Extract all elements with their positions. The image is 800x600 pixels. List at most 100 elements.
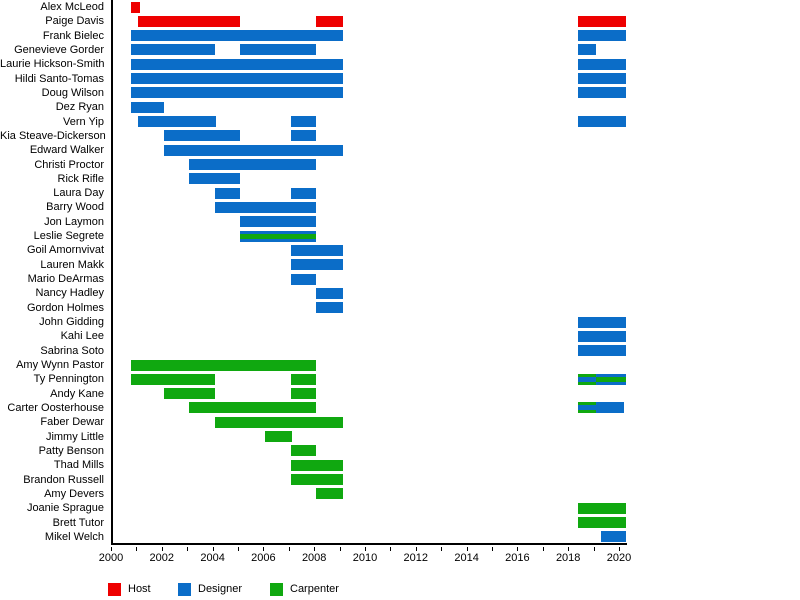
x-axis-tick-label: 2010 — [352, 552, 378, 564]
timeline-bar-stripe-designer — [577, 405, 596, 411]
person-label: Ty Pennington — [33, 373, 104, 386]
x-axis-tick — [441, 547, 443, 551]
timeline-bar-carpenter — [189, 402, 317, 414]
legend-swatch-designer — [178, 583, 191, 596]
timeline-bar-designer — [131, 101, 164, 113]
timeline-bar-designer — [577, 58, 627, 70]
person-label: Gordon Holmes — [26, 301, 104, 314]
person-label: Laura Day — [53, 187, 104, 200]
timeline-bar-carpenter — [163, 388, 215, 400]
x-axis-tick-label: 2020 — [606, 552, 632, 564]
x-axis-tick — [111, 547, 112, 551]
timeline-bar-carpenter — [290, 474, 343, 486]
person-label: Hildi Santo-Tomas — [14, 72, 104, 85]
person-label: Brett Tutor — [52, 516, 104, 529]
person-label: Jon Laymon — [44, 215, 104, 228]
person-label: Paige Davis — [45, 15, 104, 28]
x-axis-tick — [542, 547, 544, 551]
person-label: Andy Kane — [50, 387, 104, 400]
timeline-bar-designer — [163, 144, 343, 156]
person-label: Alex McLeod — [40, 1, 104, 13]
timeline-bar-designer — [290, 130, 317, 142]
x-axis-tick — [314, 547, 316, 551]
timeline-bar-stripe-designer — [577, 376, 596, 382]
timeline-bar-host — [316, 15, 343, 27]
person-label: Vern Yip — [63, 115, 104, 128]
legend-label: Carpenter — [290, 583, 339, 595]
timeline-bar-designer — [240, 230, 317, 242]
timeline-bar-designer — [131, 44, 215, 56]
x-axis-tick — [339, 547, 341, 551]
x-axis-tick — [263, 547, 265, 551]
person-label: Leslie Segrete — [33, 230, 104, 243]
x-axis-tick — [238, 547, 239, 551]
timeline-bar-carpenter — [131, 359, 317, 371]
person-label: Doug Wilson — [41, 86, 104, 99]
timeline-bar-designer — [189, 173, 240, 185]
person-label: Sabrina Soto — [40, 344, 104, 357]
x-axis-tick — [161, 547, 163, 551]
person-label: Jimmy Little — [45, 430, 104, 443]
legend-label: Host — [128, 583, 151, 595]
person-label: Kahi Lee — [60, 330, 104, 343]
person-label: Patty Benson — [38, 444, 104, 457]
timeline-bar-designer — [577, 87, 627, 99]
legend-swatch-carpenter — [270, 583, 283, 596]
person-label: Genevieve Gorder — [14, 43, 104, 56]
timeline-bar-designer — [290, 259, 343, 271]
timeline-bar-designer — [577, 44, 596, 56]
person-label: Faber Dewar — [40, 416, 104, 429]
person-label: Carter Oosterhouse — [7, 401, 104, 414]
timeline-bar-host — [131, 1, 140, 13]
x-axis-tick-label: 2004 — [200, 552, 225, 564]
timeline-bar-designer — [131, 30, 343, 42]
x-axis-tick — [136, 547, 138, 551]
timeline-bar-stripe-carpenter — [595, 376, 627, 382]
timeline-bar-designer — [316, 287, 343, 299]
timeline-bar-designer — [577, 316, 627, 328]
timeline-bar-designer — [290, 116, 317, 128]
timeline-bar-designer — [577, 345, 627, 357]
timeline-bar-carpenter — [290, 459, 343, 471]
timeline-bar-designer — [163, 130, 240, 142]
timeline-bar-designer — [290, 273, 317, 285]
x-axis-tick — [212, 547, 214, 551]
x-axis-tick — [466, 547, 468, 551]
person-label: Frank Bielec — [42, 29, 104, 42]
timeline-bar-designer — [595, 402, 624, 414]
timeline-bar-designer — [138, 116, 216, 128]
timeline-bar-designer — [316, 302, 343, 314]
timeline-bar-designer — [240, 44, 317, 56]
x-axis-tick — [415, 547, 417, 551]
timeline-bar-designer — [131, 73, 343, 85]
timeline-bar-carpenter — [265, 431, 293, 443]
timeline-bar-designer — [595, 373, 627, 385]
x-axis-tick-label: 2012 — [403, 552, 429, 564]
person-label: Laurie Hickson-Smith — [0, 58, 105, 71]
timeline-bar-carpenter — [290, 373, 317, 385]
timeline-bar-designer — [577, 30, 627, 42]
timeline-bar-carpenter — [316, 488, 343, 500]
timeline-bar-designer — [577, 330, 627, 342]
person-label: Mikel Welch — [44, 530, 104, 543]
person-label: Nancy Hadley — [35, 287, 104, 300]
x-axis-tick — [517, 547, 519, 551]
timeline-bar-carpenter — [290, 388, 317, 400]
timeline-bar-designer — [290, 187, 317, 199]
timeline-bar-designer — [577, 73, 627, 85]
person-label: Mario DeArmas — [27, 273, 104, 286]
person-label: Brandon Russell — [23, 473, 104, 486]
timeline-bar-designer — [600, 531, 627, 543]
timeline-bar-designer — [189, 159, 317, 171]
timeline-bar-designer — [214, 201, 317, 213]
person-label: Barry Wood — [46, 201, 104, 214]
x-axis-tick-label: 2002 — [149, 552, 175, 564]
person-label: Lauren Makk — [40, 258, 104, 271]
timeline-bar-stripe-carpenter — [240, 233, 317, 239]
legend-swatch-host — [108, 583, 121, 596]
x-axis-tick-label: 2016 — [505, 552, 530, 564]
timeline-bar-designer — [214, 187, 240, 199]
timeline-bar-designer — [290, 244, 343, 256]
timeline-bar-carpenter — [577, 373, 596, 385]
